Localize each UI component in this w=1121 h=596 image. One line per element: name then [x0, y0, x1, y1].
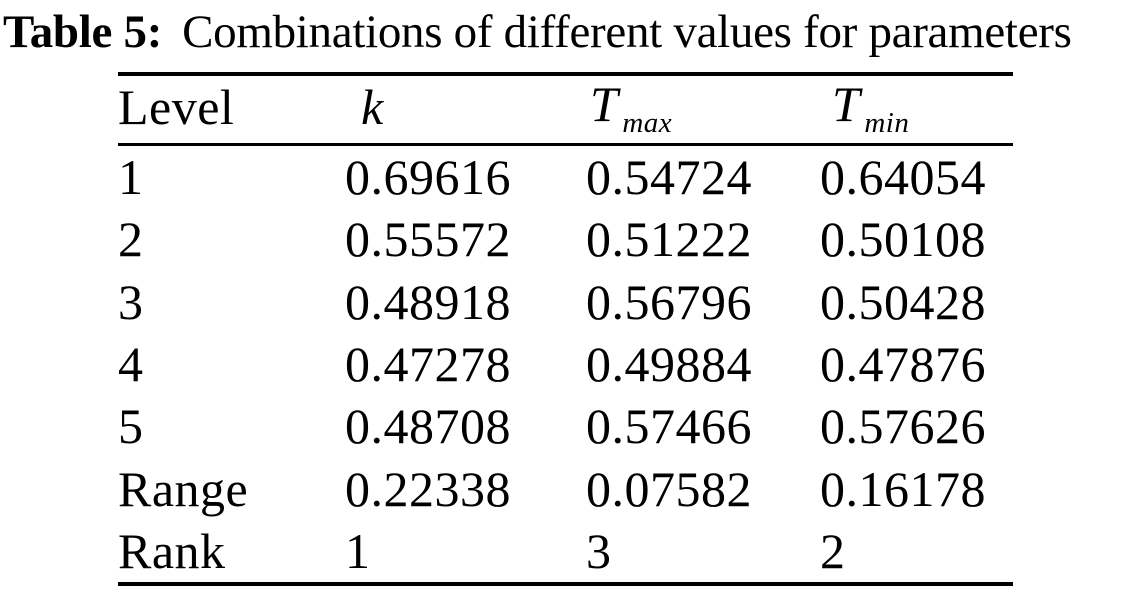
table-cell: 0.22338 [345, 460, 511, 517]
row-label: 5 [118, 398, 144, 455]
table-cell: 0.55572 [345, 211, 511, 268]
row-label: 2 [118, 211, 144, 268]
table-row: Range 0.22338 0.07582 0.16178 [118, 457, 1013, 519]
row-label: Range [118, 460, 249, 517]
tmin-symbol: T [832, 75, 861, 132]
table-cell: 0.50108 [820, 211, 986, 268]
table-top-rule [118, 72, 1013, 76]
table-cell: 0.51222 [586, 211, 752, 268]
table-row: 4 0.47278 0.49884 0.47876 [118, 333, 1013, 395]
table-bottom-rule [118, 582, 1013, 586]
table-cell: 0.47278 [345, 336, 511, 393]
table-caption-text: Combinations of different values for par… [182, 6, 1072, 58]
table-cell: 0.57626 [820, 398, 986, 455]
table-cell: 0.54724 [586, 149, 752, 206]
table-cell: 3 [586, 522, 612, 579]
table-cell: 0.07582 [586, 460, 752, 517]
table-row: Rank 1 3 2 [118, 520, 1013, 582]
header-cell-k: k [361, 79, 384, 135]
tmax-symbol: T [590, 75, 619, 132]
tmin-subscript: min [864, 106, 910, 139]
table-cell: 0.16178 [820, 460, 986, 517]
table-cell: 1 [345, 522, 371, 579]
table-cell: 0.49884 [586, 336, 752, 393]
table-row: 2 0.55572 0.51222 0.50108 [118, 208, 1013, 270]
row-label: Rank [118, 522, 226, 579]
table-row: 5 0.48708 0.57466 0.57626 [118, 395, 1013, 457]
table-cell: 0.48708 [345, 398, 511, 455]
table-header-rule [118, 143, 1013, 146]
header-cell-level: Level [118, 79, 235, 135]
row-label: 1 [118, 149, 144, 206]
table-cell: 0.69616 [345, 149, 511, 206]
table-cell: 0.47876 [820, 336, 986, 393]
row-label: 4 [118, 336, 144, 393]
table-body: 1 0.69616 0.54724 0.64054 2 0.55572 0.51… [118, 146, 1013, 582]
table-cell: 0.50428 [820, 273, 986, 330]
table-cell: 0.48918 [345, 273, 511, 330]
table-row: 3 0.48918 0.56796 0.50428 [118, 271, 1013, 333]
tmax-subscript: max [622, 106, 673, 139]
table-caption: Table 5: Combinations of different values… [3, 0, 1072, 64]
table-cell: 0.56796 [586, 273, 752, 330]
table-cell: 0.57466 [586, 398, 752, 455]
table-row: 1 0.69616 0.54724 0.64054 [118, 146, 1013, 208]
table-cell: 0.64054 [820, 149, 986, 206]
table-caption-label: Table 5: [3, 6, 163, 58]
row-label: 3 [118, 273, 144, 330]
table-cell: 2 [820, 522, 846, 579]
